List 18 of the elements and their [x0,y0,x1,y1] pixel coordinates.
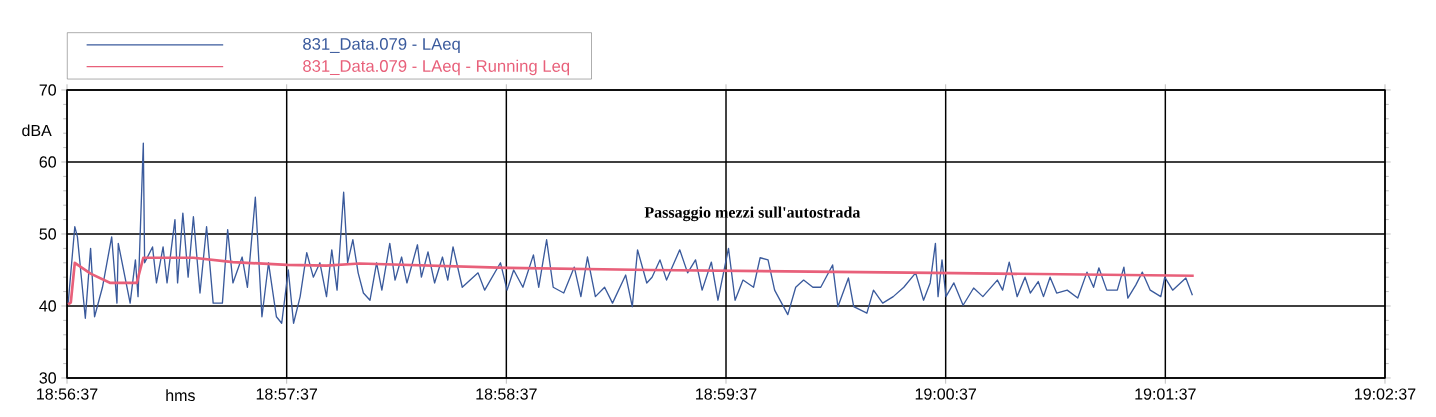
line-series [67,142,1194,324]
line-series [66,256,1196,306]
y-tick-label: 50 [39,228,57,240]
y-tick-label: 30 [39,372,57,384]
y-axis-title: dBA [22,124,52,137]
y-tick-label: 60 [39,156,57,168]
text: 831_Data.079 - LAeq [303,38,460,54]
text: 831_Data.079 - LAeq - Running Leq [303,59,570,76]
y-tick-label: 40 [39,300,57,312]
x-tick-label: 18:59:37 [696,388,757,400]
y-tick-label: 70 [39,84,57,96]
x-tick-label: 18:58:37 [476,388,537,400]
x-tick-label: 19:01:37 [1135,388,1196,400]
x-tick-label: 18:56:37 [37,388,98,400]
x-axis-title: hms [166,389,195,402]
x-tick-label: 18:57:37 [256,388,318,400]
x-tick-label: 19:02:37 [1355,388,1416,400]
x-tick-label: 19:00:37 [915,388,976,400]
